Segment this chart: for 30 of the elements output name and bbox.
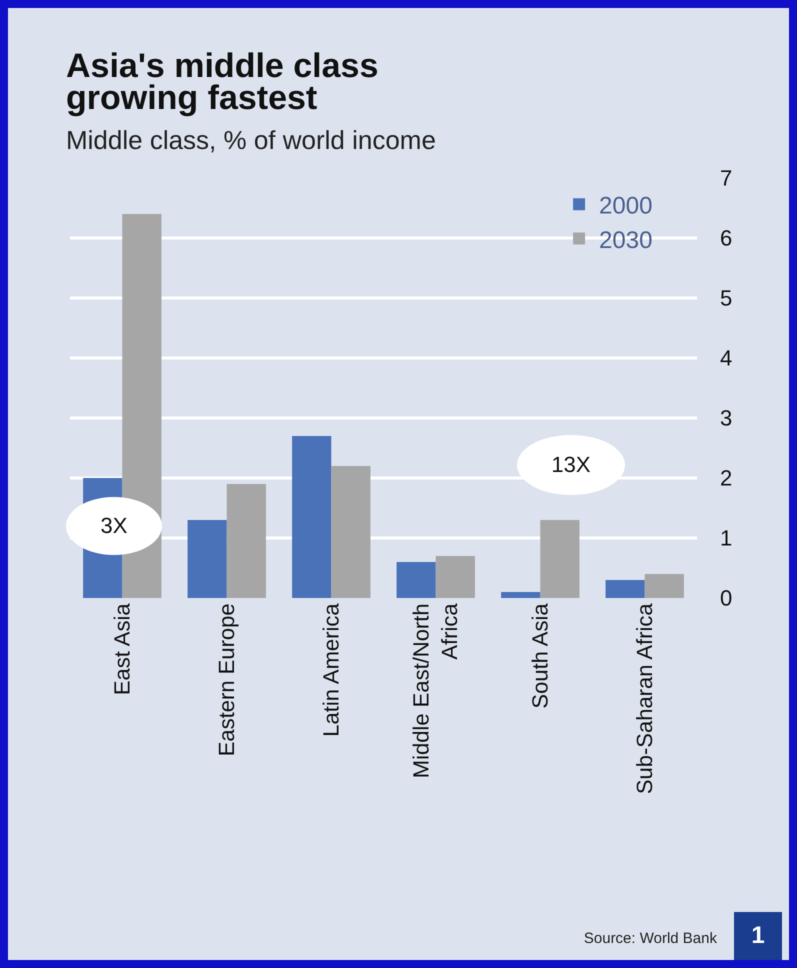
x-tick-label: Middle East/North Africa	[408, 602, 462, 778]
y-tick-label: 6	[720, 226, 732, 251]
x-tick-label: South Asia	[527, 602, 552, 709]
bar	[436, 556, 475, 598]
bar	[396, 562, 436, 598]
y-tick-label: 4	[720, 346, 732, 371]
legend-label: 2000	[599, 192, 652, 220]
chart-subtitle: Middle class, % of world income	[66, 125, 436, 156]
y-tick-label: 7	[720, 166, 732, 191]
bar	[606, 580, 645, 598]
bar	[644, 574, 684, 598]
y-tick-label: 5	[720, 286, 732, 311]
legend-label: 2030	[599, 226, 652, 254]
x-tick-label: East Asia	[109, 602, 134, 696]
bar	[292, 436, 332, 598]
bar	[188, 520, 227, 598]
chart-title: Asia's middle class growing fastest	[66, 47, 378, 117]
source-note: Source: World Bank	[584, 930, 717, 947]
x-tick-label: Sub-Saharan Africa	[632, 602, 657, 794]
x-tick-label: Latin America	[318, 602, 344, 737]
page-badge: 1	[734, 912, 782, 960]
y-tick-label: 2	[720, 466, 732, 491]
bar	[226, 484, 266, 598]
bar	[501, 592, 540, 598]
bar	[540, 520, 580, 598]
y-tick-label: 0	[720, 586, 732, 611]
y-tick-label: 3	[720, 406, 732, 431]
y-tick-label: 1	[720, 526, 732, 551]
x-tick-label: Eastern Europe	[214, 603, 239, 756]
bar	[331, 466, 370, 598]
